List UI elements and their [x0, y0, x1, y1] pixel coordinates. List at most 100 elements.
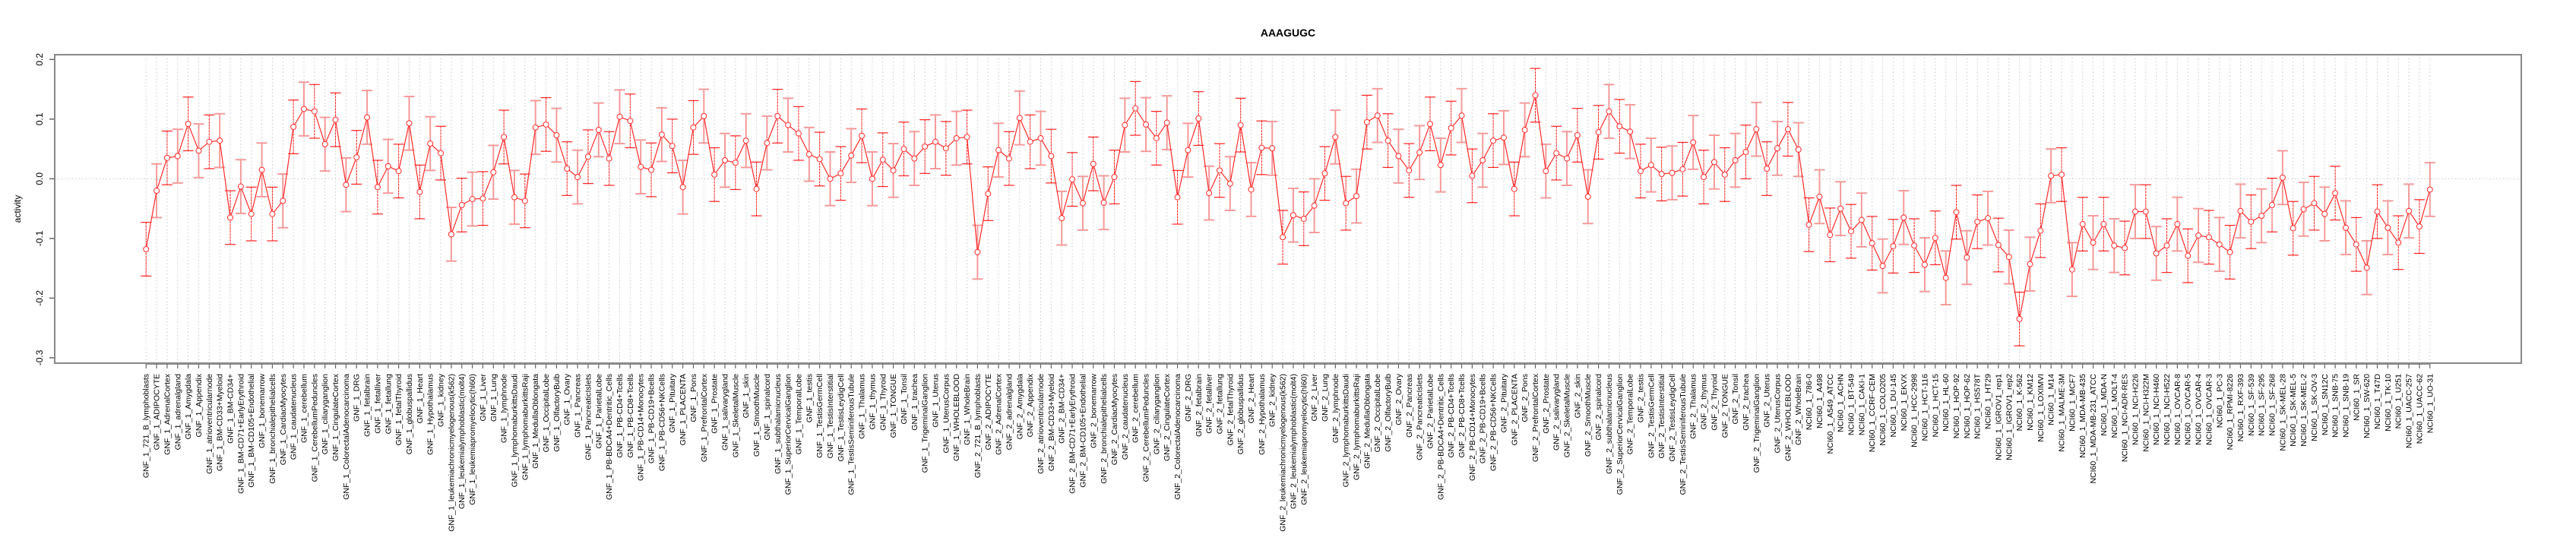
x-tick-label: GNF_2_BM-CD34+	[1058, 374, 1067, 444]
error-bar	[1740, 125, 1752, 179]
x-tick-label: GNF_1_TestisSeminiferousTubule	[847, 374, 856, 495]
x-tick-label: GNF_2_OccipitalLobe	[1373, 374, 1382, 452]
x-tick-label: NCI60_1_NCI-H522	[2163, 374, 2172, 445]
x-tick-label: GNF_2_kidney	[1268, 373, 1277, 427]
x-tick-label: NCI60_1_MOLT-4	[2110, 374, 2119, 438]
x-tick-label: GNF_2_CerebellumPeduncles	[1142, 374, 1151, 482]
x-tick-label: GNF_1_fetalThyroid	[394, 374, 403, 446]
error-bar	[646, 142, 657, 198]
data-point	[269, 210, 276, 217]
data-point	[1521, 126, 1528, 133]
data-point	[911, 155, 918, 162]
error-bar	[898, 122, 910, 177]
error-bar	[1404, 143, 1415, 198]
x-tick-label: NCI60_1_SW-620	[2362, 374, 2372, 438]
x-tick-label: GNF_2_leukemialymphoblastic(molt4)	[1289, 374, 1298, 509]
x-tick-label: GNF_2_adrenalgland	[1005, 374, 1014, 451]
x-tick-label: GNF_2_leukemiapromyelocytic(hl60)	[1299, 374, 1309, 505]
data-point	[2016, 315, 2023, 322]
x-tick-label: GNF_1_Ovary	[563, 373, 572, 425]
y-tick-label: 0.2	[34, 53, 45, 66]
error-bars	[141, 68, 2435, 346]
data-point	[1290, 212, 1296, 219]
x-tick-label: GNF_1_Pituitary	[668, 373, 677, 432]
error-bar	[182, 96, 194, 152]
data-point	[2332, 190, 2339, 197]
error-bar	[2035, 203, 2046, 258]
x-tick-label: NCI60_1_MALME-3M	[2058, 374, 2067, 452]
x-tick-label: GNF_1_fetalbrain	[363, 374, 372, 437]
y-axis-label: activity	[12, 195, 23, 223]
data-point	[1795, 146, 1802, 153]
data-point	[1942, 274, 1949, 281]
x-tick-label: GNF_1_fetallung	[384, 374, 393, 435]
x-tick-label: GNF_2_Thalamus	[1689, 374, 1698, 439]
x-tick-label: GNF_1_lymphomaburkittsRaji	[521, 374, 530, 480]
error-bar	[1656, 147, 1667, 201]
data-point	[606, 155, 612, 162]
data-point	[1637, 168, 1644, 175]
y-tick-label: -0.2	[34, 290, 45, 306]
data-point	[438, 150, 445, 157]
x-tick-label: GNF_1_caudatenucleus	[290, 374, 299, 460]
x-tick-label: NCI60_1_HL-60	[1941, 374, 1951, 432]
error-bar	[2393, 215, 2404, 270]
error-bar	[2413, 199, 2425, 255]
x-tick-label: GNF_2_fetalliver	[1205, 373, 1214, 433]
data-point	[1300, 215, 1307, 222]
x-tick-label: GNF_2_spinalcord	[1594, 374, 1603, 441]
error-bar	[161, 130, 172, 185]
x-tick-label: GNF_2_Appendix	[1026, 373, 1035, 437]
data-point	[2216, 241, 2223, 248]
x-tick-label: GNF_1_fetalliver	[373, 373, 382, 433]
error-bar	[1614, 99, 1625, 154]
data-point	[1311, 202, 1318, 209]
x-tick-label: NCI60_1_HCT-15	[1931, 374, 1940, 438]
data-point	[1206, 190, 1213, 197]
data-point	[1479, 157, 1486, 163]
error-bar	[666, 119, 678, 174]
data-point	[816, 156, 823, 163]
data-point	[1090, 160, 1097, 167]
data-point	[1595, 129, 1602, 136]
data-point	[2153, 250, 2160, 257]
data-point	[1248, 186, 1255, 193]
data-point	[711, 171, 718, 178]
x-tick-label: GNF_2_testis	[1636, 374, 1645, 422]
x-tick-label: NCI60_1_OVCAR-5	[2184, 374, 2193, 445]
data-point	[701, 112, 707, 119]
data-point	[1122, 122, 1128, 128]
data-point	[1921, 261, 1928, 268]
data-point	[742, 138, 749, 144]
data-point	[753, 185, 760, 192]
x-tick-label: NCI60_1_RXF-393	[2236, 374, 2245, 441]
x-tick-label: NCI60_1_IGROV1_rep1	[1994, 374, 2003, 460]
data-point	[2385, 224, 2391, 231]
x-tick-label: GNF_1_bronchialepithelialcells	[268, 374, 277, 484]
error-bar	[1150, 111, 1162, 166]
data-point	[1363, 119, 1370, 125]
x-tick-label: GNF_1_leukemialymphoblastic(molt4)	[457, 374, 467, 509]
data-point	[2111, 242, 2118, 249]
x-tick-label: GNF_1_SmoothMuscle	[752, 374, 761, 457]
data-point	[1701, 173, 1707, 180]
data-point	[1627, 128, 1634, 135]
error-bar	[1698, 150, 1710, 204]
x-tick-label: GNF_1_OlfactoryBulb	[552, 374, 562, 452]
error-bar	[498, 109, 510, 165]
x-tick-label: GNF_1_skin	[742, 374, 751, 419]
error-bar	[582, 129, 593, 185]
data-point	[1143, 121, 1150, 128]
x-tick-label: GNF_1_TestisGermCell	[815, 374, 824, 458]
data-point	[859, 132, 866, 139]
x-tick-label: GNF_1_salivarygland	[720, 374, 729, 451]
data-point	[2290, 225, 2296, 232]
x-tick-label: GNF_1_PB-CD4+Tcells	[616, 374, 625, 458]
data-point	[2395, 239, 2402, 246]
data-point	[1805, 221, 1812, 228]
data-point	[774, 112, 781, 119]
data-point	[2321, 210, 2328, 217]
data-point	[2037, 227, 2044, 234]
x-tick-label: GNF_1_SuperiorCervicalGanglion	[784, 374, 793, 495]
error-bar	[603, 131, 615, 186]
